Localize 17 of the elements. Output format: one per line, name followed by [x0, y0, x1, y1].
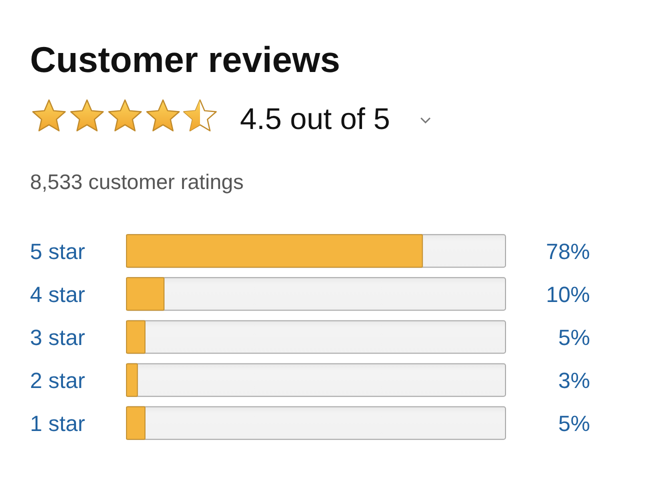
bar — [126, 363, 138, 397]
y-tick-label: 5 star — [30, 238, 86, 264]
y-tick-label: 2 star — [30, 368, 86, 393]
data-label: 5% — [558, 324, 590, 350]
data-label: 10% — [546, 282, 590, 307]
bar — [126, 277, 164, 311]
y-tick-label: 1 star — [30, 410, 86, 436]
chart-title: Customer reviews — [30, 39, 340, 80]
text: 8,533 customer ratings — [30, 171, 244, 194]
data-label: 5% — [558, 410, 590, 436]
chart-subtitle: 4.5 out of 5 — [240, 103, 390, 136]
y-tick-label: 4 star — [30, 282, 86, 307]
data-label: 78% — [546, 238, 590, 264]
data-label: 3% — [558, 368, 590, 393]
y-tick-label: 3 star — [30, 324, 86, 350]
bar — [126, 320, 146, 354]
bar — [126, 406, 146, 440]
